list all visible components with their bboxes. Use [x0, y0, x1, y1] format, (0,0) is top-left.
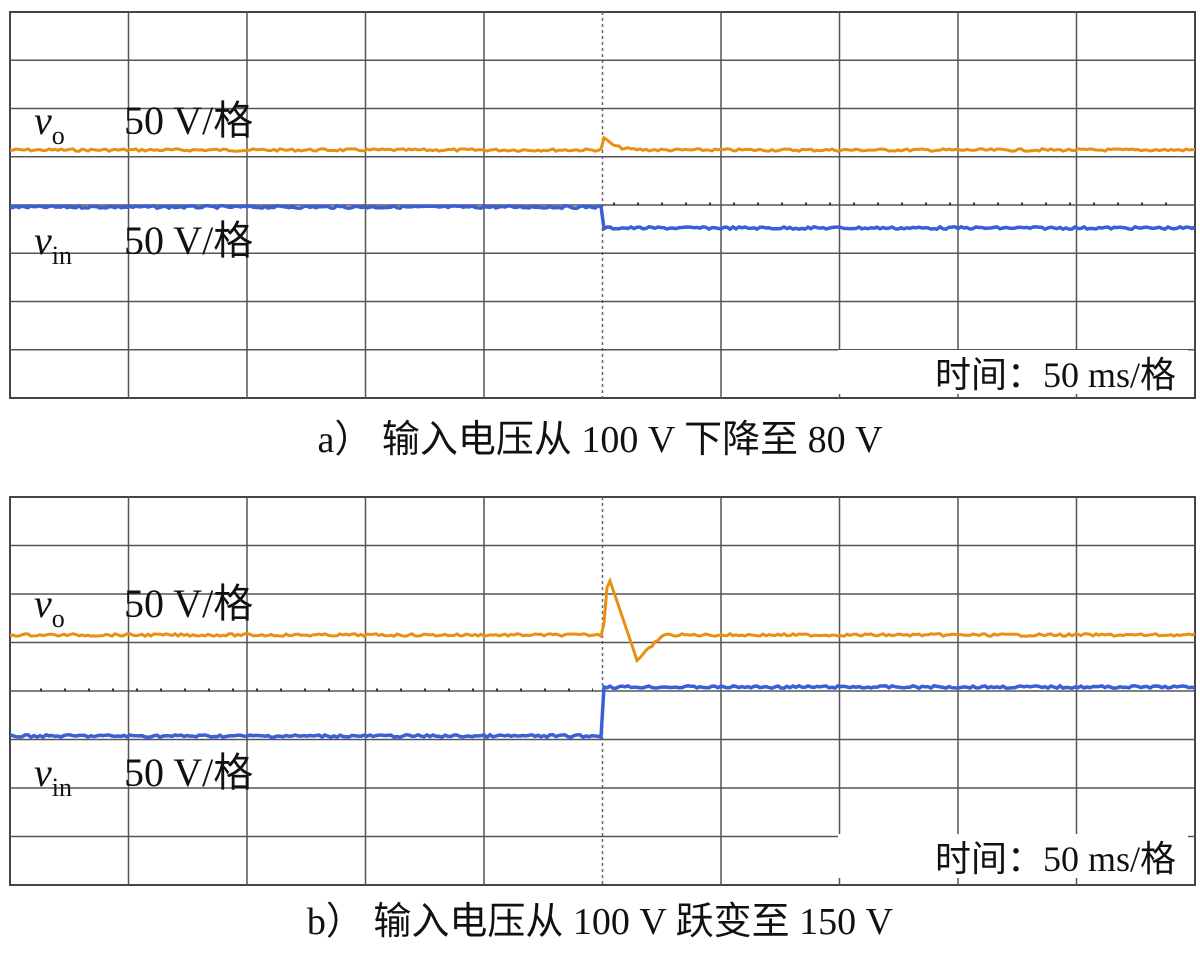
label-subscript: o: [52, 121, 65, 150]
caption: b） 输入电压从 100 V 跃变至 150 V: [307, 901, 894, 943]
vo-trace: [9, 135, 1196, 153]
label-symbol: v: [34, 98, 52, 143]
time-label: 时间：50 ms/格: [935, 355, 1176, 395]
time-label: 时间：50 ms/格: [935, 839, 1176, 879]
label-subscript: in: [52, 773, 72, 802]
time-label-bg: [838, 834, 1188, 878]
vo-trace: [9, 576, 1196, 664]
label-symbol: v: [34, 750, 52, 795]
label-symbol: v: [34, 581, 52, 626]
vin-label: vin: [34, 750, 72, 802]
vin-label: vin: [34, 218, 72, 270]
label-scale: 50 V/格: [124, 218, 253, 263]
label-subscript: o: [52, 604, 65, 633]
label-scale: 50 V/格: [124, 98, 253, 143]
label-symbol: v: [34, 218, 52, 263]
caption: a） 输入电压从 100 V 下降至 80 V: [317, 419, 883, 461]
time-label-bg: [838, 350, 1188, 394]
vo-label: vo: [34, 581, 65, 633]
vin-trace: [9, 683, 1196, 740]
label-scale: 50 V/格: [124, 581, 253, 626]
vo-label: vo: [34, 98, 65, 150]
vin-trace: [9, 203, 1196, 232]
label-subscript: in: [52, 241, 72, 270]
label-scale: 50 V/格: [124, 750, 253, 795]
